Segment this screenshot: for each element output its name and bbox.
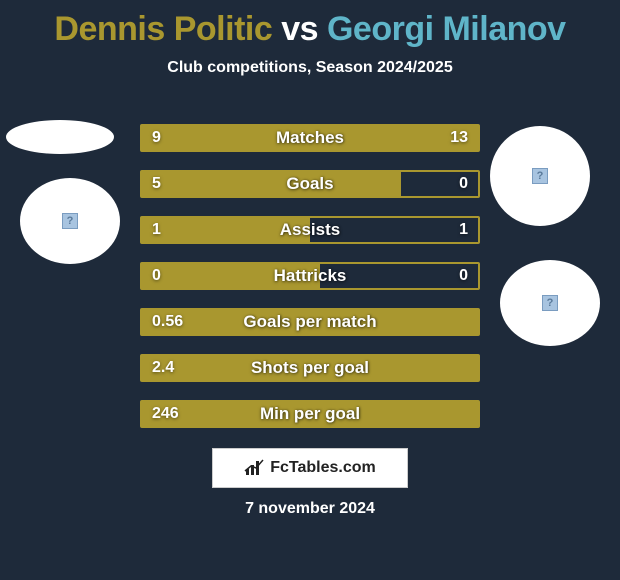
stats-bars: 913Matches 50Goals 11Assists 00Hattricks 0.5… [140,124,480,446]
chart-icon [244,459,266,477]
stat-label: Assists [142,220,478,240]
stat-label: Shots per goal [142,358,478,378]
logo-fc: Fc [270,459,289,476]
logo-text: FcTables.com [270,459,376,477]
stat-label: Goals per match [142,312,478,332]
decorative-circle: ? [20,178,120,264]
placeholder-icon: ? [62,213,78,229]
stat-label: Goals [142,174,478,194]
stat-row: 50Goals [140,170,480,198]
footer-logo: FcTables.com [212,448,408,488]
stat-row: 11Assists [140,216,480,244]
decorative-circle: ? [500,260,600,346]
decorative-circle [6,120,114,154]
decorative-circle: ? [490,126,590,226]
stat-row: 2.4Shots per goal [140,354,480,382]
comparison-title: Dennis Politic vs Georgi Milanov [0,0,620,49]
player2-name: Georgi Milanov [327,10,566,48]
placeholder-icon: ? [542,295,558,311]
player1-name: Dennis Politic [54,10,272,48]
stat-label: Hattricks [142,266,478,286]
stat-label: Matches [142,128,478,148]
stat-row: 0.56Goals per match [140,308,480,336]
date-text: 7 november 2024 [0,500,620,518]
subtitle: Club competitions, Season 2024/2025 [0,59,620,77]
logo-rest: Tables.com [289,459,376,476]
stat-label: Min per goal [142,404,478,424]
vs-text: vs [272,10,327,48]
stat-row: 246Min per goal [140,400,480,428]
stat-row: 00Hattricks [140,262,480,290]
stat-row: 913Matches [140,124,480,152]
placeholder-icon: ? [532,168,548,184]
